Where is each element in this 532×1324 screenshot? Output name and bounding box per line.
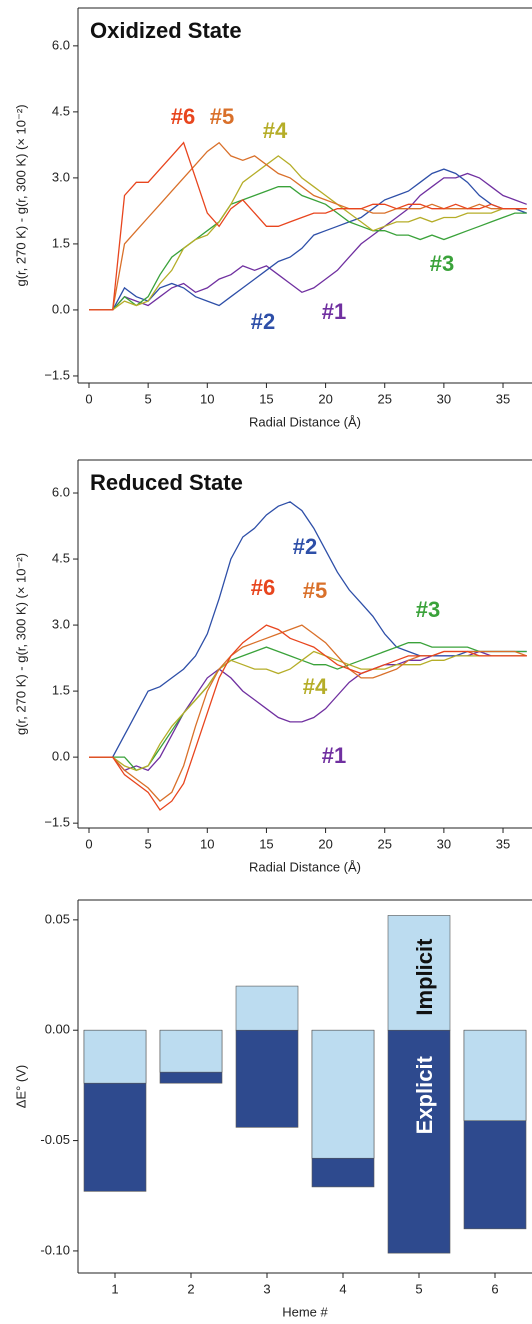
bar [387,1029,451,1254]
x-tick-label: 30 [437,836,451,851]
series-label: #2 [293,534,317,559]
series-label: #3 [430,251,454,276]
y-axis-label: ΔE° (V) [13,1065,28,1109]
bar [463,1029,527,1122]
x-axis-label: Radial Distance (Å) [249,414,361,429]
x-tick-label: 1 [111,1281,118,1296]
x-tick-label: 0 [85,836,92,851]
x-tick-label: 15 [259,836,273,851]
series-label: #4 [303,674,328,699]
x-tick-label: 5 [145,836,152,851]
series-label: #1 [322,299,346,324]
x-tick-label: 35 [496,836,510,851]
x-tick-label: 10 [200,836,214,851]
y-tick-label: 3.0 [52,617,70,632]
x-tick-label: 25 [377,836,391,851]
y-tick-label: 6.0 [52,484,70,499]
series-label: #5 [303,578,327,603]
x-tick-label: 25 [377,391,391,406]
y-tick-label: 4.5 [52,550,70,565]
series-line [89,501,527,758]
x-tick-label: 15 [259,391,273,406]
x-tick-label: 3 [263,1281,270,1296]
bar [235,1029,299,1128]
y-tick-label: 1.5 [52,683,70,698]
x-tick-label: 20 [318,836,332,851]
series-label: #5 [210,104,234,129]
y-tick-label: 1.5 [52,235,70,250]
series-name: Implicit [412,938,437,1016]
series-line [89,186,527,311]
y-tick-label: 3.0 [52,169,70,184]
y-axis-label: g(r, 270 K) - g(r, 300 K) (× 10⁻²) [13,104,28,286]
y-tick-label: 0.0 [52,749,70,764]
bar [159,1029,223,1073]
y-axis-label: g(r, 270 K) - g(r, 300 K) (× 10⁻²) [13,553,28,735]
y-tick-label: -0.10 [40,1242,70,1257]
panel-title: Oxidized State [90,18,242,43]
x-tick-label: 2 [187,1281,194,1296]
bar [83,1029,147,1084]
x-tick-label: 30 [437,391,451,406]
series-label: #1 [322,743,346,768]
x-tick-label: 0 [85,391,92,406]
y-tick-label: 0.00 [45,1022,70,1037]
bar [235,985,299,1031]
series-line [89,172,527,311]
bar [387,915,451,1031]
x-axis-label: Radial Distance (Å) [249,859,361,874]
series-line [89,141,527,311]
series-label: #4 [263,118,288,143]
x-tick-label: 10 [200,391,214,406]
x-tick-label: 4 [339,1281,346,1296]
y-tick-label: −1.5 [44,367,70,382]
series-label: #3 [416,597,440,622]
series-name: Explicit [412,1055,437,1134]
bar [311,1029,375,1159]
panel-title: Reduced State [90,470,243,495]
series-line [89,642,527,772]
x-tick-label: 20 [318,391,332,406]
y-tick-label: 6.0 [52,37,70,52]
series-line [89,168,527,311]
series-line [89,650,527,771]
series-line [89,624,527,811]
series-line [89,155,527,311]
series-label: #6 [251,575,275,600]
x-tick-label: 5 [415,1281,422,1296]
y-tick-label: 0.0 [52,301,70,316]
series-line [89,141,527,311]
x-tick-label: 6 [491,1281,498,1296]
x-tick-label: 35 [496,391,510,406]
series-label: #6 [171,104,195,129]
x-axis-label: Heme # [282,1304,328,1319]
y-tick-label: −1.5 [44,815,70,830]
series-label: #2 [251,309,275,334]
y-tick-label: 0.05 [45,911,70,926]
y-tick-label: 4.5 [52,103,70,118]
y-tick-label: -0.05 [40,1132,70,1147]
x-tick-label: 5 [145,391,152,406]
